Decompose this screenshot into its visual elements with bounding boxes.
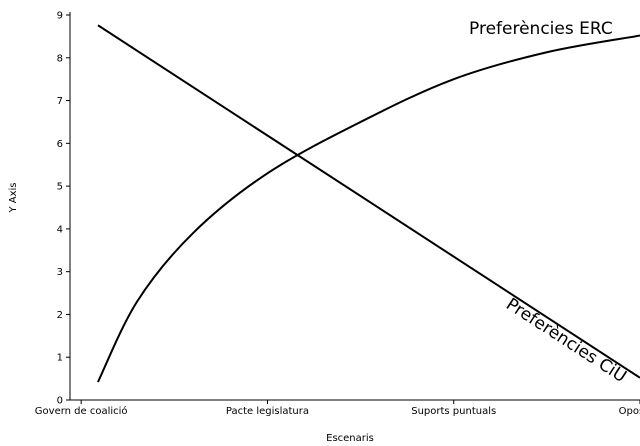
- x-tick-label: Govern de coalició: [35, 405, 128, 417]
- y-tick-label: 3: [57, 267, 63, 278]
- y-axis-title: Y Axis: [8, 182, 19, 213]
- series: [97, 24, 640, 383]
- y-tick-label: 1: [57, 353, 63, 364]
- series-line-ciu: [97, 24, 640, 379]
- y-tick-label: 6: [57, 139, 63, 150]
- x-tick-label: Suports puntuals: [411, 406, 496, 417]
- x-tick-label: Pacte legislatura: [226, 406, 309, 417]
- y-tick-label: 9: [57, 11, 63, 22]
- y-tick-label: 4: [57, 224, 63, 235]
- x-tick-label: Oposició: [619, 405, 640, 417]
- y-tick-label: 7: [57, 96, 63, 107]
- axes: [69, 12, 640, 401]
- ticks: 0 1 2 3 4 5 6 7 8 9 Govern de coalició Pacte legisl…: [35, 11, 640, 417]
- series-label-ciu: Preferències CiU: [502, 294, 630, 387]
- y-tick-label: 5: [57, 182, 63, 193]
- y-tick-label: 2: [57, 310, 63, 321]
- y-tick-label: 0: [57, 396, 63, 407]
- series-line-erc: [97, 34, 640, 383]
- x-axis-title: Escenaris: [326, 433, 374, 444]
- series-label-erc: Preferències ERC: [469, 19, 613, 39]
- y-tick-label: 8: [57, 53, 63, 64]
